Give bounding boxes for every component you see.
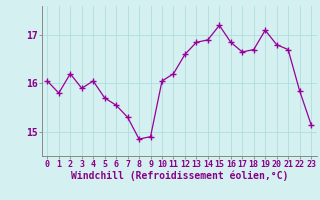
X-axis label: Windchill (Refroidissement éolien,°C): Windchill (Refroidissement éolien,°C) bbox=[70, 171, 288, 181]
